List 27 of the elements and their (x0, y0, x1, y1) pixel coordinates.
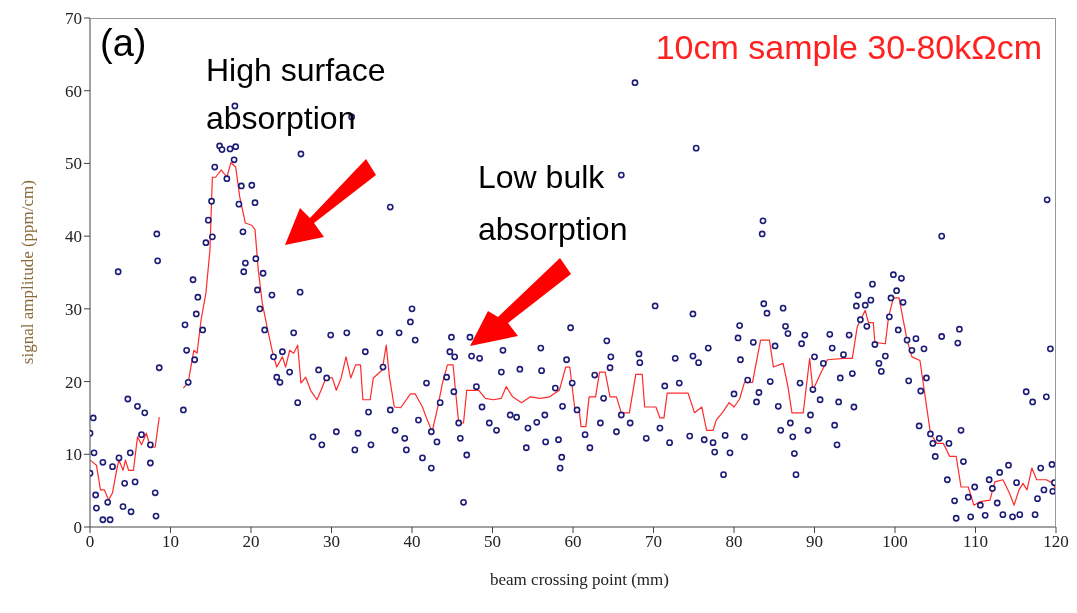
annotation: Low bulk absorption (478, 158, 629, 249)
y-tick-label: 20 (65, 372, 82, 392)
x-tick-label: 10 (162, 532, 179, 552)
annotation: (a) (100, 22, 147, 65)
y-tick-label: 0 (73, 518, 82, 538)
x-tick-label: 90 (806, 532, 823, 552)
y-tick-label: 70 (65, 9, 82, 29)
x-tick-label: 30 (323, 532, 340, 552)
x-tick-label: 120 (1043, 532, 1069, 552)
y-tick-label: 40 (65, 227, 82, 247)
x-tick-label: 40 (403, 532, 421, 552)
x-tick-label: 0 (85, 532, 95, 552)
chart-title: 10cm sample 30-80kΩcm (655, 28, 1042, 67)
y-tick-label: 10 (65, 445, 82, 465)
x-axis-title: beam crossing point (mm) (489, 570, 670, 590)
x-tick-label: 80 (725, 532, 743, 552)
x-tick-label: 110 (963, 532, 988, 552)
x-tick-label: 50 (484, 532, 501, 552)
x-tick-label: 70 (645, 532, 662, 552)
x-tick-label: 20 (242, 532, 260, 552)
y-tick-label: 50 (65, 154, 82, 174)
x-tick-label: 60 (564, 532, 582, 552)
y-tick-label: 60 (65, 81, 82, 101)
annotation: High surface absorption (206, 51, 387, 138)
y-axis-title: signal amplitude (ppm/cm) (18, 180, 38, 365)
x-tick-label: 100 (882, 532, 908, 552)
y-tick-label: 30 (65, 299, 82, 319)
